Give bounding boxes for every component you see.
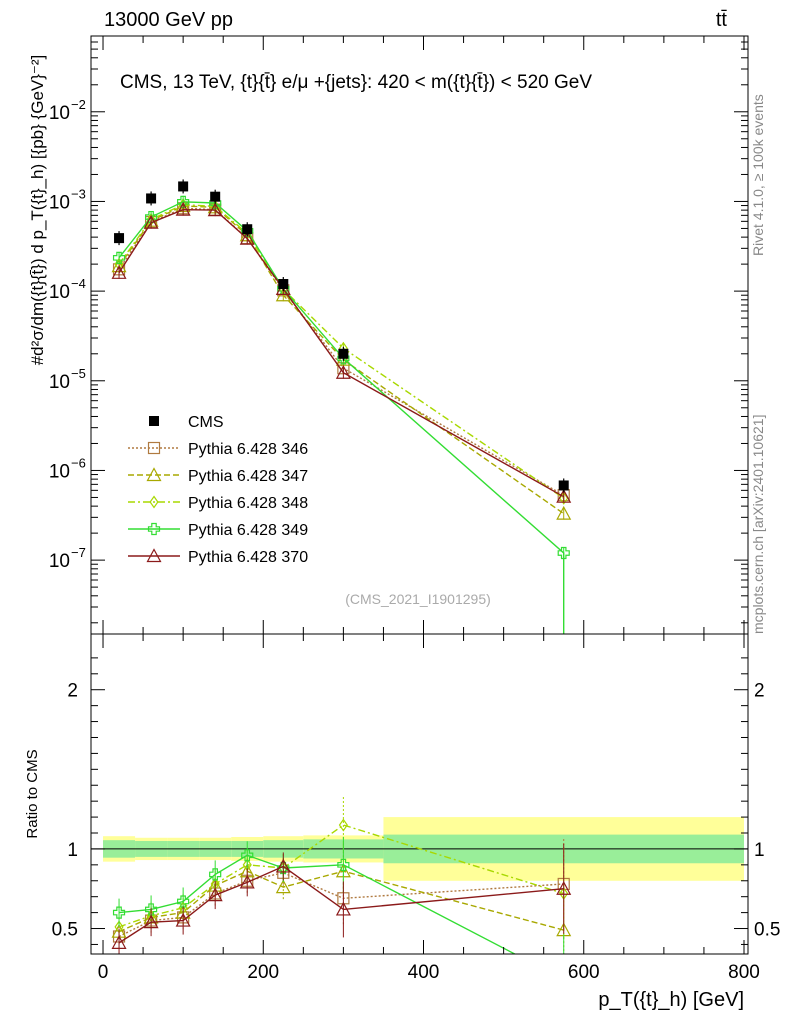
x-axis-ticks: 0 200 400 600 800: [98, 634, 760, 983]
y-tick-exponent: −3: [71, 186, 86, 201]
y-tick-label: 10: [49, 103, 70, 124]
ratio-marker-5: [239, 874, 255, 889]
series-marker-5: [207, 202, 223, 217]
ratio-marker-5: [143, 914, 159, 929]
y-tick-label: 10: [49, 282, 70, 303]
legend-marker: [149, 495, 159, 509]
mcplots-label: mcplots.cern.ch [arXiv:2401.10621]: [750, 415, 766, 634]
ratio-marker-4: [241, 849, 254, 862]
main-frame: [90, 35, 749, 635]
y-tick-exponent: −2: [71, 97, 86, 112]
legend-marker-cms: [149, 416, 159, 426]
ratio-marker-5: [207, 887, 223, 902]
y-tick-exponent: −5: [71, 366, 86, 381]
chart-title: CMS, 13 TeV, {t}{t̄} e/μ +{jets}: 420 < …: [120, 72, 592, 93]
series-line-4: [118, 201, 565, 634]
series-marker-5: [239, 230, 255, 245]
ratio-y-axis-label: Ratio to CMS: [24, 749, 41, 838]
x-tick-label: 200: [247, 962, 279, 983]
ratio-tick-label-left: 1: [67, 840, 78, 861]
data-point: [114, 233, 125, 244]
data-point: [178, 181, 189, 192]
x-tick-label: 600: [568, 962, 600, 983]
ratio-marker-3: [338, 818, 348, 832]
main-panel: 10−710−610−510−410−310−2 CMS, 13 TeV, {t…: [49, 35, 749, 635]
y-tick-label: 10: [49, 192, 70, 213]
legend: CMS Pythia 6.428 346 Pythia 6.428 347 Pythi…: [128, 414, 308, 566]
ratio-tick-label-left: 2: [67, 681, 78, 702]
main-y-ticks: 10−710−610−510−410−310−2: [49, 35, 748, 634]
legend-label: Pythia 6.428 370: [188, 549, 308, 566]
data-point: [210, 191, 221, 202]
series-line-5: [118, 208, 565, 498]
ratio-marker-4: [209, 868, 222, 881]
main-series-layer: [111, 195, 572, 634]
ratio-panel: 0.5 0.5 1 1 2 2 0 200 400 600 800: [52, 633, 780, 983]
process-label: tt̄: [716, 9, 728, 31]
ratio-marker-5: [175, 912, 191, 927]
ratio-frame: [90, 633, 749, 955]
x-tick-label: 400: [408, 962, 440, 983]
ratio-tick-label-right: 1: [754, 840, 765, 861]
series-marker-4: [112, 251, 126, 264]
legend-label: Pythia 6.428 347: [188, 468, 308, 485]
x-axis-label: p_T({t}_h) [GeV]: [598, 989, 744, 1011]
ratio-line-2: [118, 870, 564, 933]
legend-label: Pythia 6.428 346: [188, 441, 308, 458]
data-point: [338, 348, 349, 359]
legend-marker: [146, 548, 162, 563]
series-marker-5: [335, 364, 351, 379]
ratio-marker-4: [144, 903, 158, 916]
ratio-tick-label-right: 2: [754, 681, 765, 702]
y-tick-label: 10: [49, 461, 70, 482]
data-point: [242, 224, 253, 235]
x-tick-label: 800: [728, 962, 760, 983]
legend-marker: [146, 467, 162, 482]
legend-label: Pythia 6.428 349: [188, 522, 308, 539]
ratio-marker-5: [275, 858, 291, 873]
data-point: [278, 279, 289, 290]
ratio-marker-4: [112, 906, 126, 919]
y-tick-label: 10: [49, 551, 70, 572]
y-tick-exponent: −6: [71, 455, 86, 470]
ratio-marker-4: [177, 895, 190, 908]
x-tick-label: 0: [98, 962, 109, 983]
y-axis-label: #d²σ/dm({t}{t̄}) d p_T({t}_h) [{pb} {GeV…: [28, 55, 47, 366]
ratio-marker-5: [556, 880, 572, 895]
ratio-marker-5: [111, 935, 127, 949]
y-tick-exponent: −7: [71, 545, 86, 560]
data-point: [146, 193, 157, 204]
ratio-y-ticks: 0.5 0.5 1 1 2 2: [52, 657, 780, 945]
ratio-tick-label-right: 0.5: [754, 920, 780, 941]
analysis-watermark: (CMS_2021_I1901295): [345, 591, 491, 607]
ratio-marker-4: [277, 861, 290, 875]
ratio-marker-2: [275, 879, 291, 894]
ratio-series-layer: [111, 797, 572, 954]
series-marker-3: [559, 491, 569, 505]
series-marker-5: [143, 214, 159, 229]
ratio-marker-4: [337, 858, 350, 871]
legend-label: Pythia 6.428 348: [188, 495, 308, 512]
series-marker-2: [556, 505, 572, 520]
rivet-version-label: Rivet 4.1.0, ≥ 100k events: [750, 94, 766, 256]
legend-label-cms: CMS: [188, 414, 224, 431]
series-line-2: [118, 205, 565, 515]
ratio-marker-5: [335, 901, 351, 916]
ratio-line-5: [118, 865, 564, 944]
series-marker-5: [556, 488, 572, 503]
legend-marker: [147, 522, 161, 536]
y-tick-label: 10: [49, 372, 70, 393]
y-axis-label-text: #d²σ/dm({t}{t̄}) d p_T({t}_h) [{pb} {GeV…: [28, 55, 47, 366]
ratio-line-3: [118, 824, 564, 928]
energy-label: 13000 GeV pp: [104, 9, 233, 31]
data-point: [558, 480, 569, 491]
series-marker-4: [557, 546, 570, 560]
ratio-tick-label-left: 0.5: [52, 920, 78, 941]
legend-marker: [147, 441, 161, 455]
series-marker-5: [175, 201, 191, 216]
series-marker-5: [111, 265, 127, 279]
y-tick-exponent: −4: [71, 276, 86, 291]
cms-data-points: [114, 179, 569, 493]
